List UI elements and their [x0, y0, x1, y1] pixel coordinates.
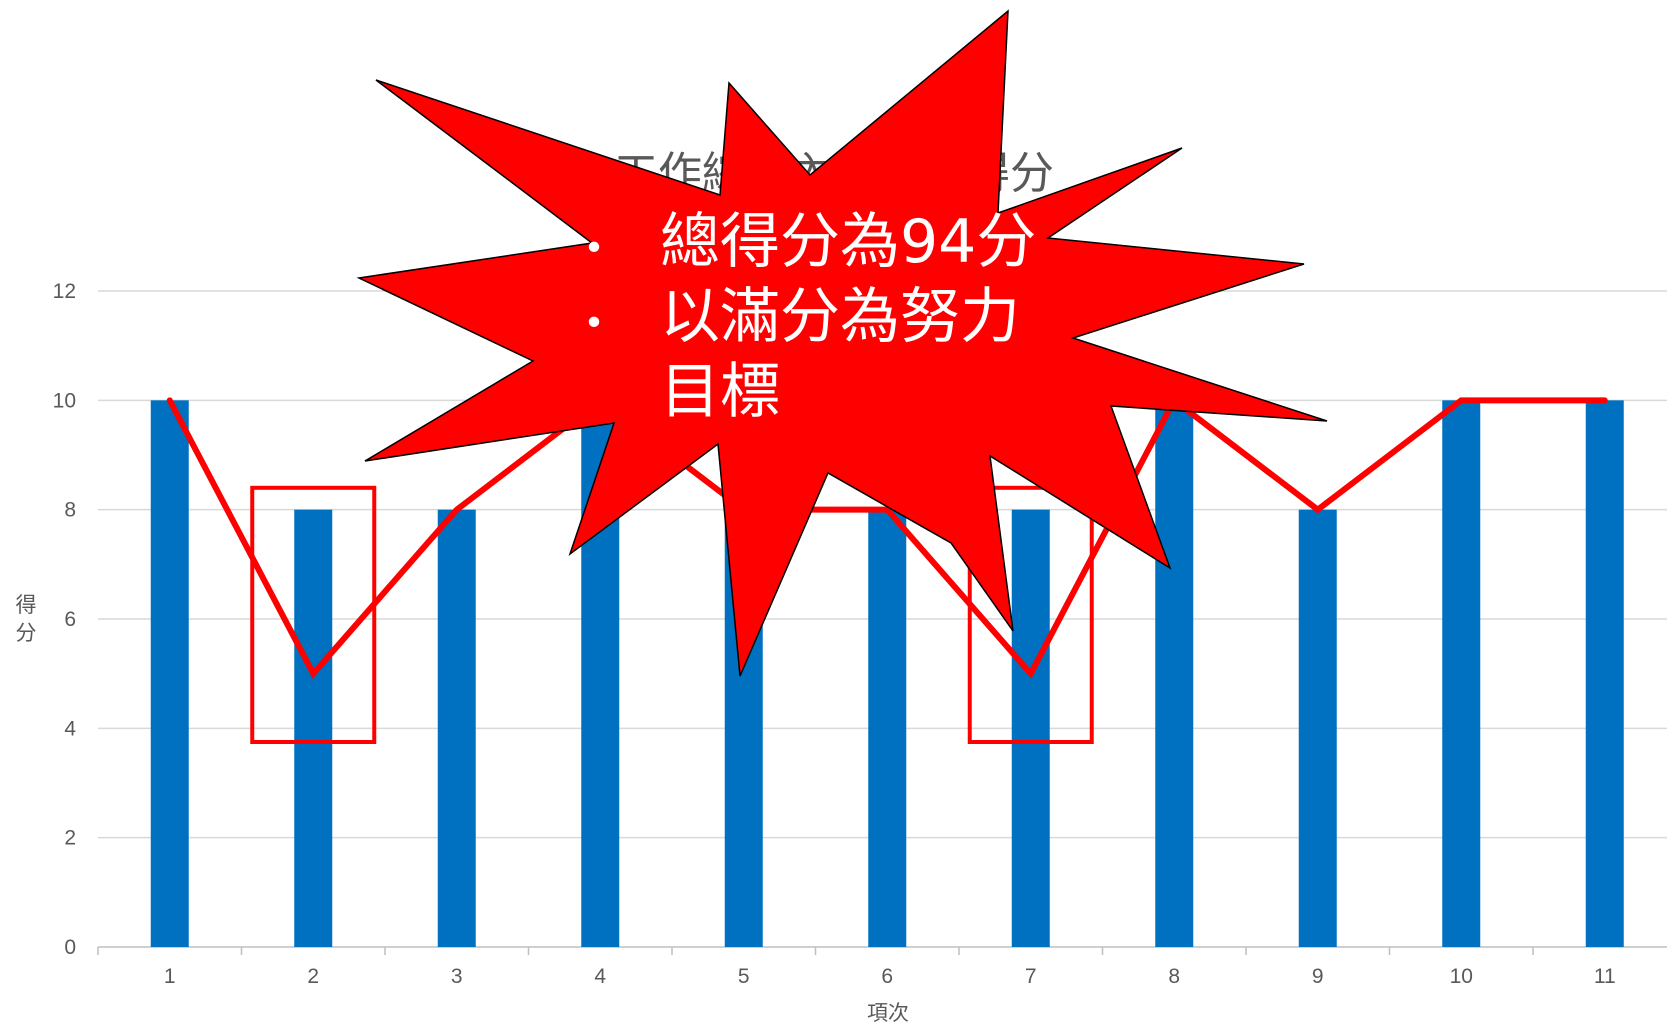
- highlight-box: [250, 485, 377, 744]
- x-tick-label: 10: [1450, 965, 1473, 988]
- x-tick-label: 6: [881, 965, 893, 988]
- bar: [1011, 509, 1050, 947]
- bar: [1298, 509, 1337, 947]
- callout-bullet-text: 以滿分為努力: [660, 282, 1020, 352]
- bar: [1585, 400, 1624, 947]
- y-tick-label: 6: [64, 608, 76, 631]
- y-tick-label: 10: [53, 389, 76, 412]
- bar: [294, 509, 333, 947]
- x-axis-title: 項次: [867, 1001, 909, 1025]
- y-axis-title: 得分: [16, 593, 37, 645]
- y-axis: 0 2 4 6 8 10 12: [53, 280, 77, 959]
- callout-bullet-glyph: •: [583, 228, 604, 269]
- callout-bullet-text: 總得分為94分: [660, 207, 1036, 277]
- y-tick-label: 0: [64, 936, 76, 959]
- x-tick-label: 2: [307, 965, 319, 988]
- highlight-box: [967, 485, 1094, 744]
- y-tick-label: 8: [64, 499, 76, 522]
- bar-series: [150, 400, 1624, 947]
- callout-bullet-glyph: •: [583, 303, 604, 344]
- bar: [868, 509, 907, 947]
- x-tick-label: 5: [738, 965, 750, 988]
- bar: [437, 509, 476, 947]
- explosion-burst-shape: [356, 9, 1328, 677]
- x-tick-label: 11: [1594, 965, 1616, 988]
- line-path: [166, 395, 1608, 679]
- x-tick-label: 1: [164, 965, 176, 988]
- bar: [1442, 400, 1481, 947]
- x-tick-label: 4: [594, 965, 606, 988]
- bar: [1155, 400, 1194, 947]
- line-series: [166, 395, 1608, 679]
- x-tick-label: 8: [1168, 965, 1180, 988]
- bar: [150, 400, 189, 947]
- y-tick-label: 2: [64, 827, 76, 850]
- callout-bullet-text: 目標: [660, 357, 780, 427]
- x-tick-label: 7: [1025, 965, 1037, 988]
- y-tick-label: 12: [53, 280, 76, 303]
- x-tick-label: 3: [451, 965, 463, 988]
- x-tick-label: 9: [1312, 965, 1324, 988]
- y-tick-label: 4: [64, 717, 76, 740]
- highlight-boxes: [250, 485, 1094, 744]
- x-axis: 1 2 3 4 5 6 7 8 9 10 11: [97, 947, 1616, 988]
